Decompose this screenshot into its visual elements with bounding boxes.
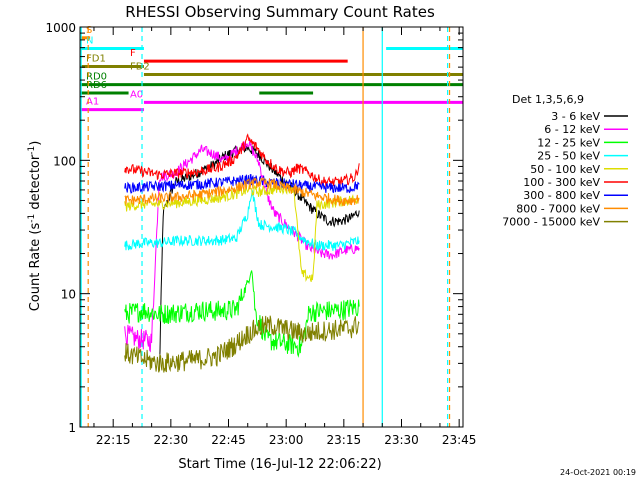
axes: 22:15 22:30 22:45 23:00 23:15 23:30 23:45 1 10 10…: [45, 21, 476, 447]
y-label-end: ): [28, 141, 43, 146]
legend-title: Det 1,3,5,6,9: [512, 93, 584, 106]
legend-label: 6 - 12 keV: [544, 123, 600, 136]
flag-label-a1: A1: [86, 97, 99, 108]
series-line-8: [124, 315, 360, 373]
y-tick-label: 10: [61, 288, 76, 302]
x-tick-label: 23:15: [327, 433, 362, 447]
legend-label: 25 - 50 keV: [537, 150, 600, 163]
flag-label-s: S: [86, 25, 92, 36]
plot-frame: [79, 26, 464, 428]
series-line-3: [124, 188, 360, 252]
x-tick-label: 22:15: [96, 433, 131, 447]
y-tick-label: 100: [53, 154, 76, 168]
y-tick-label: 1: [68, 421, 76, 435]
x-tick-label: 22:30: [154, 433, 189, 447]
data-series: [124, 133, 360, 373]
footer-date: 24-Oct-2021 00:19: [560, 468, 636, 477]
series-line-7: [124, 176, 360, 206]
legend-label: 300 - 800 keV: [523, 189, 600, 202]
x-tick-label: 23:00: [269, 433, 304, 447]
x-tick-label: 23:30: [384, 433, 419, 447]
flag-label-rd0: RD0: [86, 72, 107, 83]
series-line-4: [124, 182, 360, 282]
flag-label-n: N: [86, 35, 93, 46]
legend-label: 7000 - 15000 keV: [502, 216, 600, 229]
series-line-2: [124, 270, 360, 358]
flag-label-a0: A0: [130, 89, 143, 100]
x-tick-label: 22:45: [211, 433, 246, 447]
series-line-6: [124, 174, 360, 194]
chart-title: RHESSI Observing Summary Count Rates: [125, 3, 435, 21]
series-line-1: [124, 140, 360, 353]
flag-label-fd1: FD1: [86, 54, 106, 65]
y-label-mid: detector: [28, 154, 43, 214]
flag-label-rd6: RD6: [86, 80, 107, 91]
y-tick-label: 1000: [45, 21, 76, 35]
vertical-markers: [80, 27, 451, 427]
flag-label-f: F: [130, 48, 136, 59]
y-axis-label: Count Rate (s-1 detector-1): [27, 141, 43, 312]
legend-label: 50 - 100 keV: [530, 163, 600, 176]
y-label-sup1: -1: [27, 214, 37, 223]
legend-label: 800 - 7000 keV: [516, 202, 600, 215]
y-label-sup2: -1: [27, 146, 37, 155]
legend-label: 12 - 25 keV: [537, 136, 600, 149]
legend-label: 3 - 6 keV: [551, 110, 600, 123]
flag-label-fd2: FD2: [130, 62, 150, 73]
x-axis-label: Start Time (16-Jul-12 22:06:22): [178, 457, 381, 472]
y-label-main: Count Rate (s: [28, 223, 43, 312]
legend-label: 100 - 300 keV: [523, 176, 600, 189]
x-tick-label: 23:45: [442, 433, 477, 447]
